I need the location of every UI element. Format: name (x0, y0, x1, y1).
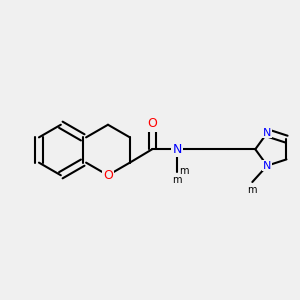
Text: N: N (173, 143, 182, 156)
Text: O: O (147, 118, 157, 130)
Text: N: N (263, 128, 272, 138)
Text: N: N (263, 161, 272, 171)
Text: O: O (103, 169, 113, 182)
Text: m: m (172, 175, 182, 185)
Text: m: m (248, 185, 257, 195)
Text: m: m (179, 166, 188, 176)
